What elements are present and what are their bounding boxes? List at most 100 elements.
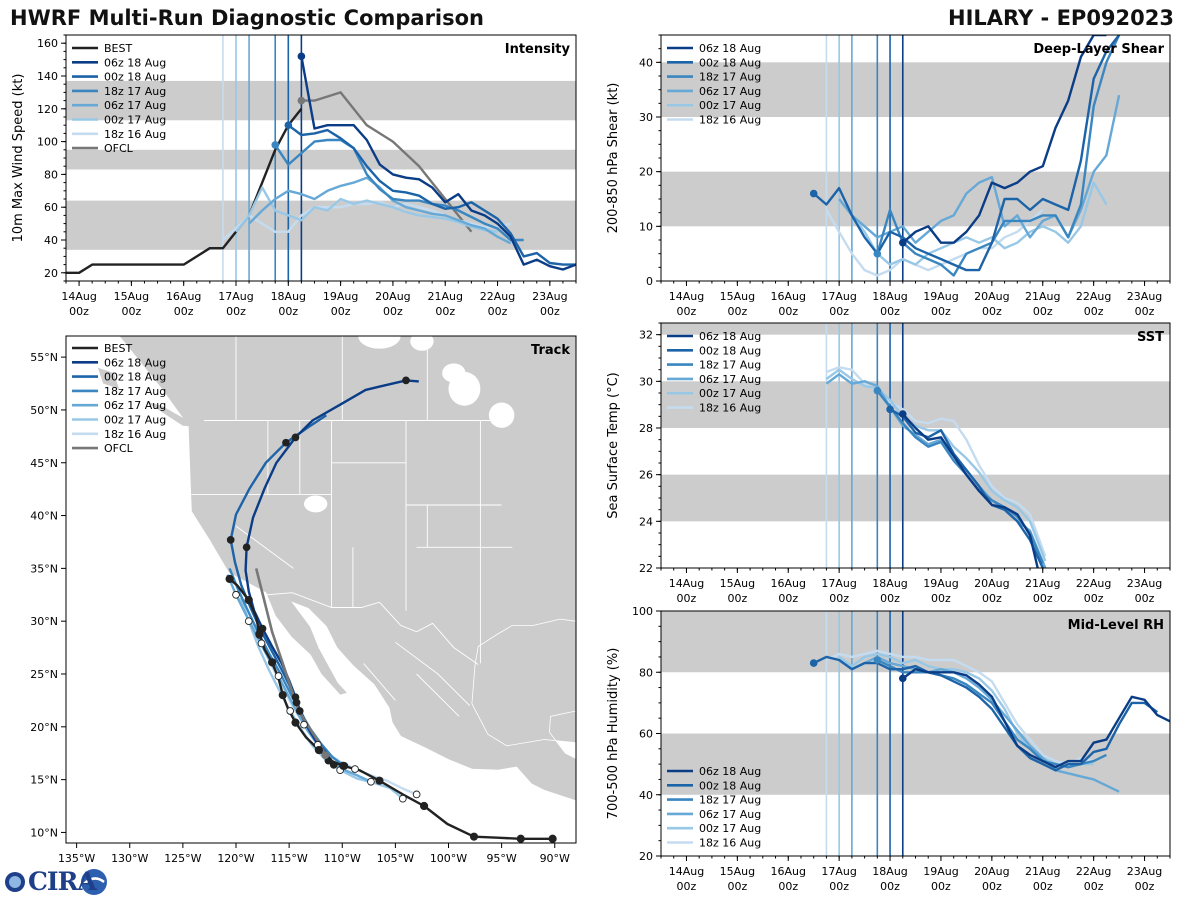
x-tick-label: 00z [1135,592,1155,605]
series-init-marker [873,249,882,258]
legend-label: 18z 17 Aug [104,85,166,98]
track-panel: 135°W 130°W 125°W 120°W 115°W 110°W 105°W 100°W… [30,335,577,865]
rh-plot-area [809,649,1170,793]
shear-plot-area [809,35,1121,277]
x-tick-label: 00z [778,880,798,893]
legend-label: BEST [104,42,132,55]
x-tick-label: 00z [880,880,900,893]
lake-shape [410,336,434,351]
legend-label: 18z 17 Aug [699,359,761,372]
legend-label: OFCL [104,142,134,155]
lon-tick-label: 100°W [430,852,467,865]
series-init-marker [284,121,293,129]
legend-label: 18z 17 Aug [699,71,761,84]
figure-title: HWRF Multi-Run Diagnostic Comparison [10,6,485,30]
best-track-marker [255,629,264,638]
threshold-band [66,80,576,121]
y-tick-label: 24 [639,515,653,528]
y-tick-label: 0 [646,275,653,288]
logo-text: CIRA [28,867,97,896]
track-marker [300,720,308,729]
legend-label: 06z 17 Aug [699,85,761,98]
x-tick-label: 00z [677,880,697,893]
y-tick-label: 40 [639,56,653,69]
lat-tick-label: 45°N [30,457,58,470]
x-tick-label: 20Aug [974,865,1009,878]
lon-tick-label: 120°W [217,852,254,865]
best-track-marker [244,595,253,605]
x-tick-label: 17Aug [821,290,856,303]
threshold-band [661,611,1170,673]
y-axis-label: 700-500 hPa Humidity (%) [606,648,621,820]
lon-tick-label: 90°W [540,852,570,865]
series-init-marker [271,141,280,149]
x-tick-label: 16Aug [771,865,806,878]
series-line [902,35,1107,244]
x-tick-label: 00z [278,305,298,318]
x-tick-label: 16Aug [771,577,806,590]
series-line [825,368,1047,562]
x-tick-label: 23Aug [1127,865,1162,878]
series-init-marker [898,238,907,247]
x-tick-label: 15Aug [114,290,149,303]
x-tick-label: 20Aug [974,577,1009,590]
best-track-marker [291,718,300,727]
x-tick-label: 19Aug [923,577,958,590]
legend-label: 06z 17 Aug [699,373,761,386]
track-marker [412,790,421,799]
track-marker [232,590,240,599]
track-marker [286,707,295,715]
border-line [363,663,396,701]
x-tick-label: 22Aug [1076,290,1111,303]
lon-tick-label: 95°W [486,852,516,865]
x-tick-label: 23Aug [1127,290,1162,303]
track-marker [257,639,266,648]
x-tick-label: 17Aug [821,865,856,878]
intensity-plot-area [66,52,576,274]
x-tick-label: 00z [778,305,798,318]
series-line [300,56,576,271]
border-line [235,525,294,569]
legend-label: 00z 17 Aug [699,99,761,112]
legend-label: 00z 17 Aug [699,387,761,400]
series-line [876,658,1107,769]
x-tick-label: 00z [1084,305,1104,318]
border-line [395,641,471,707]
track-marker [402,376,410,385]
lat-tick-label: 30°N [30,615,58,628]
y-tick-label: 10 [639,220,653,233]
x-tick-label: 17Aug [821,577,856,590]
series-line [876,389,1044,564]
lon-tick-label: 115°W [270,852,307,865]
y-axis-label: Sea Surface Temp (°C) [606,372,621,519]
border-line [266,592,479,665]
best-track-marker [419,801,429,811]
x-tick-label: 15Aug [720,290,755,303]
ofcl-track-line [254,568,327,756]
series-line [287,124,576,266]
lat-tick-label: 35°N [30,562,58,575]
x-tick-label: 00z [931,305,951,318]
y-tick-label: 32 [639,329,653,342]
series-line [889,408,1044,568]
x-tick-label: 00z [727,880,747,893]
series-line [825,649,1094,766]
track-marker [226,536,235,544]
series-init-marker [898,674,907,683]
x-tick-label: 00z [982,305,1002,318]
track-marker [367,777,375,786]
island-polygon [97,367,120,389]
lon-tick-label: 135°W [58,852,95,865]
series-line [901,413,1039,568]
ofcl-forecast-line [301,91,473,233]
x-tick-label: 18Aug [872,865,907,878]
y-tick-label: 20 [639,850,653,863]
x-tick-label: 00z [677,305,697,318]
y-tick-label: 100 [37,136,58,149]
legend-label: 06z 18 Aug [699,330,761,343]
legend-label: 18z 16 Aug [699,837,761,850]
lake-shape [488,402,515,428]
series-line [274,138,524,242]
track-marker [398,794,407,803]
lat-tick-label: 55°N [30,351,58,364]
